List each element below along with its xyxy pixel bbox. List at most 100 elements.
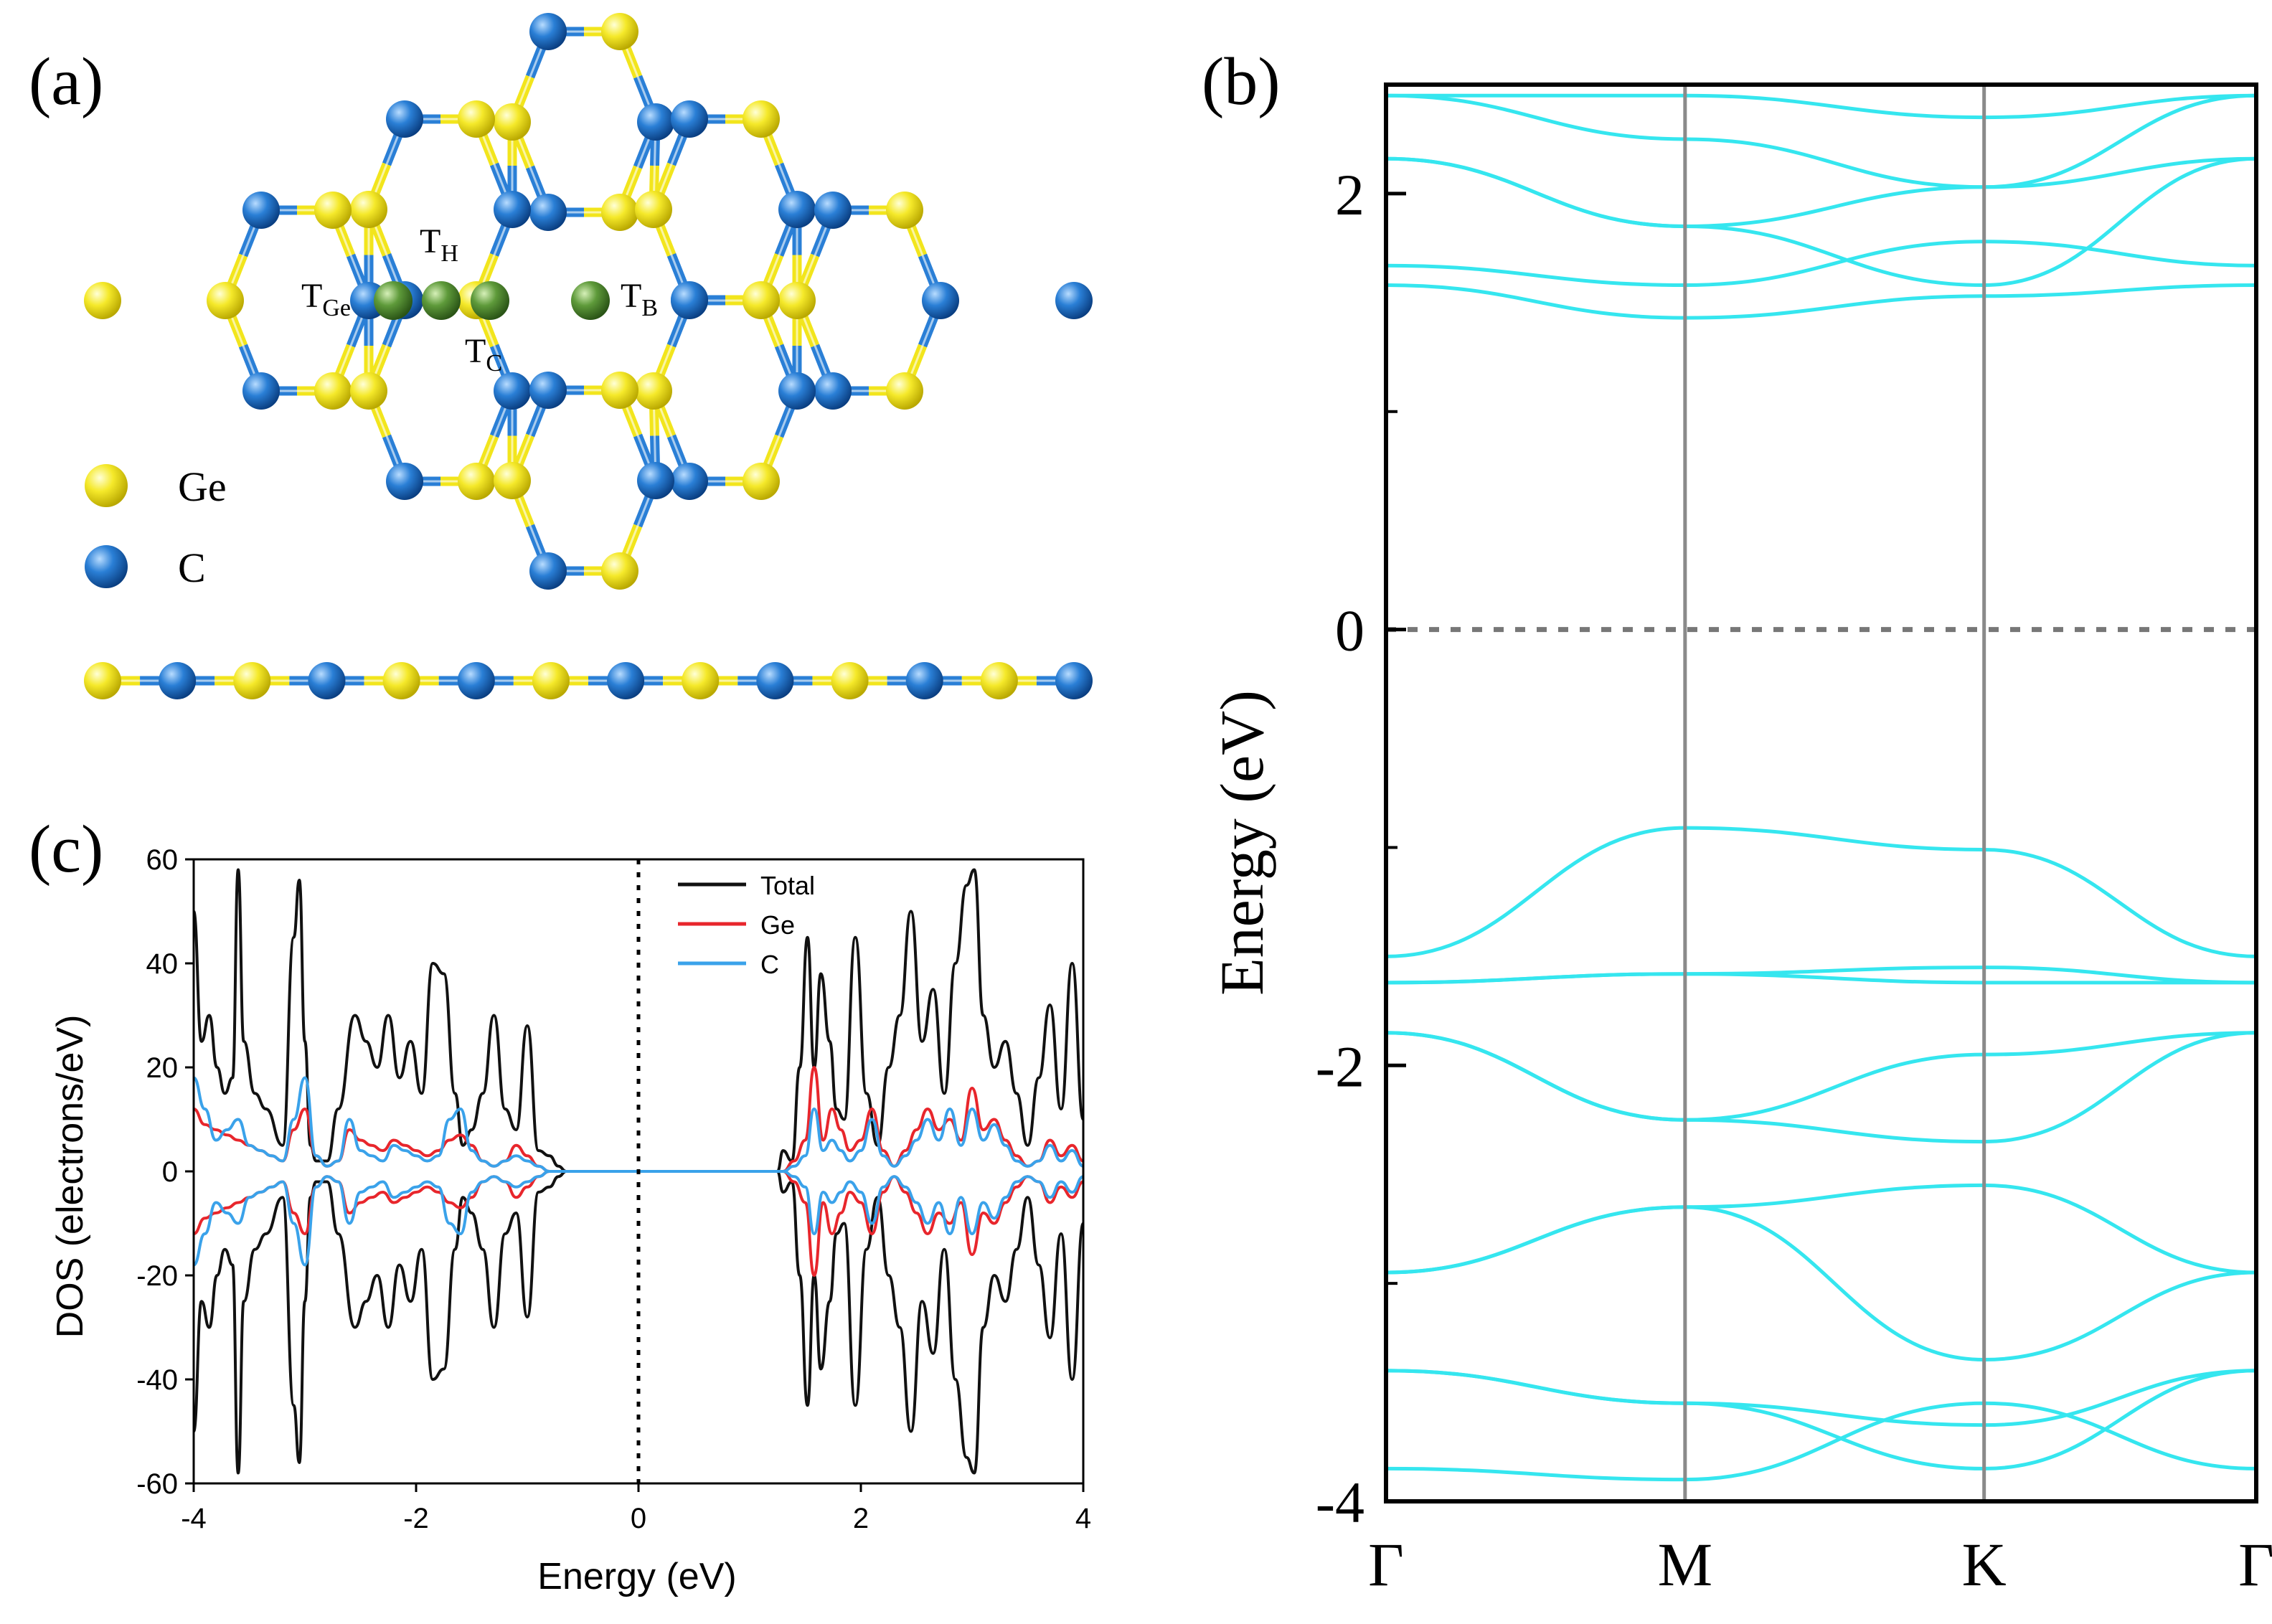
band-line [1385,1369,2257,1470]
band-line [1385,972,2256,985]
c-atom [386,100,423,138]
ge-atom [350,191,387,228]
c-atom-side [756,662,794,699]
c-atom [529,372,567,409]
c-atom [922,282,959,319]
band-line [1385,156,2257,229]
site-label-tge: TGe [301,277,351,321]
ge-atom [601,552,638,590]
ge-atom [494,462,531,499]
ge-atom-side [682,662,720,699]
c-atom [1055,282,1093,319]
band-line [1385,240,2257,288]
dos-ytick-label: -20 [136,1260,178,1292]
dos-ytick-label: 20 [146,1052,179,1084]
dos-curve-total-down [192,1169,1085,1475]
c-atom-side [457,662,495,699]
ge-atom [458,463,495,500]
band-line [1385,283,2257,320]
dos-xtick-label: 2 [853,1503,869,1534]
legend-ge-swatch [85,464,128,507]
band-ytick-label: -4 [1316,1470,1364,1535]
ge-atom [886,372,923,410]
dos-curve-c-up [192,1076,1084,1174]
band-line [1385,1401,2257,1482]
site-label-tc: TC [465,332,502,377]
c-atom [494,191,531,228]
c-atom [529,194,567,231]
dos-ytick-label: 40 [146,948,179,980]
band-plot-frame [1384,82,2258,1503]
site-label-tb: TB [621,277,658,321]
ge-atom [635,372,672,410]
band-line [1385,1183,2257,1275]
ge-atom-side [980,662,1018,699]
c-atom-side [1055,662,1093,699]
k-point-label: M [1658,1530,1712,1599]
k-point-label: Γ [2238,1530,2272,1599]
legend-ge-label: Ge [178,463,227,510]
site-label-th: TH [420,222,458,267]
legend-c-label: C [178,544,206,591]
c-atom-side [905,662,943,699]
ge-atom [743,282,780,319]
dos-xtick-label: 0 [631,1503,646,1534]
legend-c-series-label: C [760,950,779,979]
ge-atom-side [84,662,121,699]
ge-atom [886,192,923,229]
band-ytick-label: 0 [1335,598,1364,664]
ge-atom [635,191,672,228]
dos-curve-c-down [192,1169,1084,1267]
band-line [1385,826,2257,958]
structure-panel: TGe TH TC TB Ge C [84,13,1093,699]
ge-atom [350,372,387,410]
dos-xtick-label: -4 [181,1503,207,1534]
atom-layer [84,13,1093,590]
ge-atom [743,463,780,500]
panel-label-a: (a) [29,44,103,119]
c-atom [671,282,708,319]
dos-ytick-label: 0 [162,1156,178,1188]
ge-atom-side [233,662,271,699]
band-ytick-label: -2 [1316,1034,1364,1099]
dos-ytick-label: -60 [136,1468,178,1500]
c-atom [671,463,708,500]
band-line [1385,1031,2257,1122]
dos-ytick-label: -40 [136,1364,178,1396]
c-atom [529,13,567,50]
dos-curve-total-up [192,868,1085,1174]
c-atom [242,372,280,410]
c-atom-side [159,662,197,699]
legend-c-swatch [85,545,128,588]
c-atom [778,191,816,228]
band-line [1385,93,2257,189]
k-point-label: Γ [1368,1530,1404,1599]
ge-atom [494,103,531,141]
dos-legend: Total Ge C [678,871,815,979]
site-tc-sphere [471,281,509,320]
panel-label-b: (b) [1202,44,1281,119]
ge-atom [207,282,244,319]
c-atom [814,192,852,229]
band-line [1385,1205,2257,1362]
ge-atom [601,372,638,409]
dos-xlabel: Energy (eV) [537,1556,736,1597]
ge-atom-side [532,662,570,699]
c-atom [242,192,280,229]
c-atom [671,100,708,138]
c-atom [778,372,816,410]
site-tb-sphere [571,281,610,320]
dos-ylabel: DOS (electrons/eV) [50,1015,91,1339]
legend-ge-series-label: Ge [760,910,795,940]
ge-atom [314,192,352,229]
band-line [1386,93,2257,120]
panel-label-c: (c) [29,812,103,887]
site-th-sphere [422,281,461,320]
ge-atom [601,13,638,50]
c-atom [814,372,852,410]
ge-atom-side [831,662,869,699]
ge-atom [601,194,638,231]
dos-chart: DOS (electrons/eV) Energy (eV) 6040200-2… [50,844,1091,1597]
ge-atom [314,372,352,410]
band-line [1385,1031,2257,1144]
